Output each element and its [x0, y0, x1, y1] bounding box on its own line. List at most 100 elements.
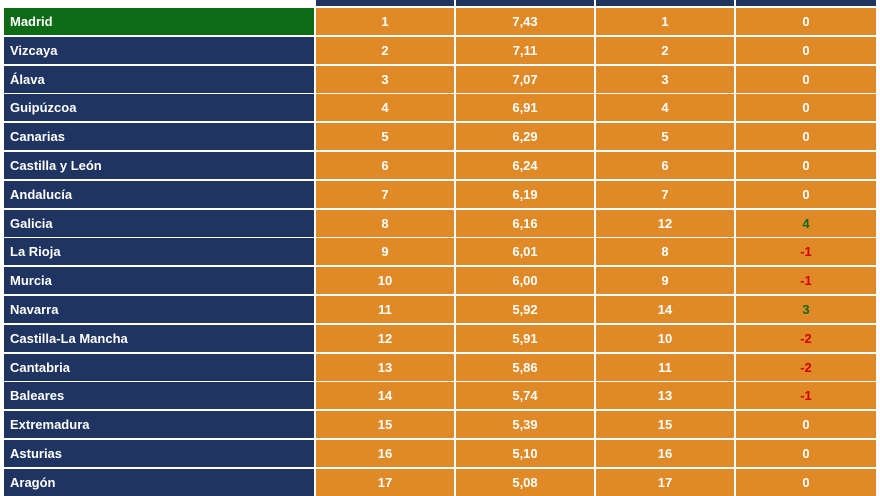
table-row: Castilla y León 6 6,24 6 0 — [0, 152, 880, 179]
table-row: Navarra 11 5,92 14 3 — [0, 296, 880, 323]
score-cell: 6,00 — [456, 267, 594, 294]
previous-rank-cell: 7 — [596, 181, 734, 208]
rank-cell: 3 — [316, 66, 454, 93]
change-cell: -2 — [736, 325, 876, 352]
change-cell: 0 — [736, 181, 876, 208]
rank-cell: 12 — [316, 325, 454, 352]
change-cell: 0 — [736, 94, 876, 121]
change-cell: -1 — [736, 267, 876, 294]
change-cell: 0 — [736, 123, 876, 150]
previous-rank-cell: 14 — [596, 296, 734, 323]
region-name: Castilla y León — [4, 152, 314, 179]
rank-cell: 1 — [316, 8, 454, 35]
rank-cell: 4 — [316, 94, 454, 121]
table-row: Asturias 16 5,10 16 0 — [0, 440, 880, 467]
header-row — [0, 0, 880, 6]
change-cell: 0 — [736, 440, 876, 467]
score-cell: 6,24 — [456, 152, 594, 179]
change-cell: 0 — [736, 469, 876, 496]
region-name: La Rioja — [4, 238, 314, 265]
score-cell: 6,29 — [456, 123, 594, 150]
header-cell — [596, 0, 734, 6]
previous-rank-cell: 10 — [596, 325, 734, 352]
score-cell: 5,86 — [456, 354, 594, 381]
change-cell: -1 — [736, 238, 876, 265]
previous-rank-cell: 13 — [596, 382, 734, 409]
previous-rank-cell: 15 — [596, 411, 734, 438]
table-row: Canarias 5 6,29 5 0 — [0, 123, 880, 150]
rank-cell: 15 — [316, 411, 454, 438]
score-cell: 6,19 — [456, 181, 594, 208]
header-cell — [316, 0, 454, 6]
table-row: Andalucía 7 6,19 7 0 — [0, 181, 880, 208]
table-row: Murcia 10 6,00 9 -1 — [0, 267, 880, 294]
score-cell: 5,92 — [456, 296, 594, 323]
previous-rank-cell: 4 — [596, 94, 734, 121]
previous-rank-cell: 6 — [596, 152, 734, 179]
rank-cell: 8 — [316, 210, 454, 237]
score-cell: 7,07 — [456, 66, 594, 93]
score-cell: 5,08 — [456, 469, 594, 496]
table-row: Vizcaya 2 7,11 2 0 — [0, 37, 880, 64]
change-cell: 0 — [736, 152, 876, 179]
region-name: Murcia — [4, 267, 314, 294]
region-name: Navarra — [4, 296, 314, 323]
table-row: Castilla-La Mancha 12 5,91 10 -2 — [0, 325, 880, 352]
change-cell: 4 — [736, 210, 876, 237]
region-name: Madrid — [4, 8, 314, 35]
table-row: Álava 3 7,07 3 0 — [0, 66, 880, 93]
region-name: Galicia — [4, 210, 314, 237]
region-name: Baleares — [4, 382, 314, 409]
region-name: Guipúzcoa — [4, 94, 314, 121]
rank-cell: 2 — [316, 37, 454, 64]
score-cell: 6,91 — [456, 94, 594, 121]
table-row: Madrid 1 7,43 1 0 — [0, 8, 880, 35]
region-name: Vizcaya — [4, 37, 314, 64]
previous-rank-cell: 9 — [596, 267, 734, 294]
region-name: Andalucía — [4, 181, 314, 208]
table-row: Guipúzcoa 4 6,91 4 0 — [0, 94, 880, 121]
rank-cell: 9 — [316, 238, 454, 265]
rank-cell: 11 — [316, 296, 454, 323]
region-name: Cantabria — [4, 354, 314, 381]
change-cell: 0 — [736, 8, 876, 35]
region-name: Castilla-La Mancha — [4, 325, 314, 352]
previous-rank-cell: 12 — [596, 210, 734, 237]
rank-cell: 6 — [316, 152, 454, 179]
change-cell: 0 — [736, 411, 876, 438]
score-cell: 7,43 — [456, 8, 594, 35]
previous-rank-cell: 8 — [596, 238, 734, 265]
previous-rank-cell: 17 — [596, 469, 734, 496]
previous-rank-cell: 11 — [596, 354, 734, 381]
score-cell: 6,16 — [456, 210, 594, 237]
table-row: Galicia 8 6,16 12 4 — [0, 210, 880, 237]
score-cell: 7,11 — [456, 37, 594, 64]
previous-rank-cell: 5 — [596, 123, 734, 150]
rank-cell: 10 — [316, 267, 454, 294]
previous-rank-cell: 2 — [596, 37, 734, 64]
header-cell — [736, 0, 876, 6]
region-name: Extremadura — [4, 411, 314, 438]
score-cell: 6,01 — [456, 238, 594, 265]
change-cell: 3 — [736, 296, 876, 323]
previous-rank-cell: 3 — [596, 66, 734, 93]
score-cell: 5,39 — [456, 411, 594, 438]
region-name: Canarias — [4, 123, 314, 150]
rank-cell: 16 — [316, 440, 454, 467]
region-name: Aragón — [4, 469, 314, 496]
score-cell: 5,91 — [456, 325, 594, 352]
rank-cell: 7 — [316, 181, 454, 208]
region-name: Álava — [4, 66, 314, 93]
table-row: Baleares 14 5,74 13 -1 — [0, 382, 880, 409]
change-cell: -2 — [736, 354, 876, 381]
region-name: Asturias — [4, 440, 314, 467]
rank-cell: 17 — [316, 469, 454, 496]
change-cell: -1 — [736, 382, 876, 409]
table-row: Aragón 17 5,08 17 0 — [0, 469, 880, 496]
previous-rank-cell: 1 — [596, 8, 734, 35]
rank-cell: 5 — [316, 123, 454, 150]
rank-cell: 13 — [316, 354, 454, 381]
table-row: Extremadura 15 5,39 15 0 — [0, 411, 880, 438]
table-row: La Rioja 9 6,01 8 -1 — [0, 238, 880, 265]
change-cell: 0 — [736, 37, 876, 64]
